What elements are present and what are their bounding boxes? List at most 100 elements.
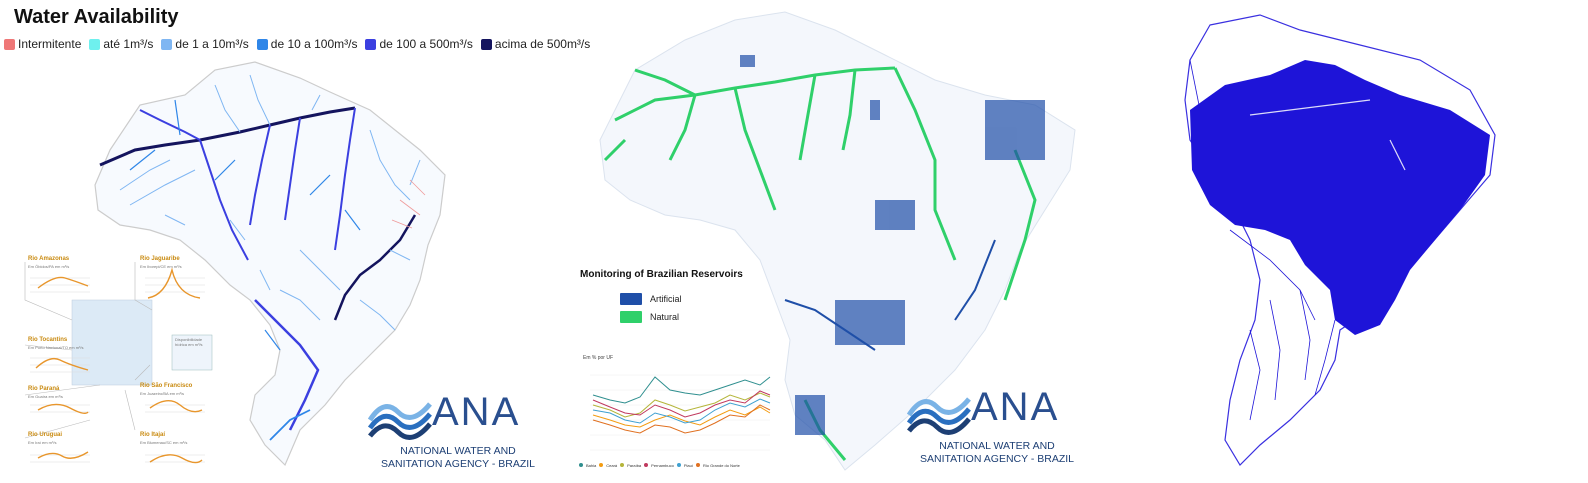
map-title: Water Availability xyxy=(14,6,179,28)
natural-rivers xyxy=(603,66,1037,461)
inset-legend-box xyxy=(171,334,213,371)
legend-swatch xyxy=(256,38,268,50)
series-label: Pernambuco xyxy=(651,463,674,468)
legend-swatch xyxy=(644,463,649,467)
inset-connectors xyxy=(24,262,153,439)
reservoir-map xyxy=(599,11,1076,471)
amazon-gaps xyxy=(1249,99,1406,171)
inset-label: Rio Itajaí xyxy=(140,432,166,438)
ana-subtitle: NATIONAL WATER AND SANITATION AGENCY - BR… xyxy=(368,445,548,471)
legend-label: até 1m³/s xyxy=(103,37,154,51)
ana-line1: NATIONAL WATER AND xyxy=(400,445,516,457)
legend-label: Natural xyxy=(650,312,680,322)
legend-swatch xyxy=(365,38,377,50)
artificial-reservoirs xyxy=(740,55,1045,435)
inset-sublabel: Em Porto Nacional/TO em m³/s xyxy=(28,345,84,350)
series-label: Paraíba xyxy=(627,463,642,468)
river-network-map xyxy=(24,61,446,467)
inset-legend-label: Disponibilidade hídrica em m³/s xyxy=(175,337,203,347)
legend-label: de 10 a 100m³/s xyxy=(270,37,358,51)
flow-legend: Intermitente até 1m³/s de 1 a 10m³/s de … xyxy=(4,37,590,51)
legend-item-100-500: de 100 a 500m³/s xyxy=(365,37,473,51)
inset-label: Rio São Francisco xyxy=(140,383,193,389)
inset-sublabel: Em Juazeiro/BA em m³/s xyxy=(140,391,185,396)
inset-sublabel: Em Blumenau/SC em m³/s xyxy=(140,440,188,445)
drainage-lines xyxy=(1189,59,1336,421)
legend-swatch xyxy=(579,463,583,467)
tributaries xyxy=(119,74,421,331)
south-america-panel xyxy=(1130,0,1588,483)
legend-label: de 100 a 500m³/s xyxy=(379,37,473,51)
water-availability-panel: Water Availability Intermitente até 1m³/… xyxy=(0,0,590,483)
legend-swatch xyxy=(620,463,625,467)
series-label: Bahia xyxy=(586,463,597,468)
brazil-drainage-fill xyxy=(1190,60,1490,335)
tributaries-dark xyxy=(129,99,361,351)
ana-wordmark: ANA xyxy=(432,390,521,434)
uruguay-river xyxy=(269,409,311,441)
artificial-rivers xyxy=(784,239,996,351)
legend-swatch xyxy=(4,38,15,50)
legend-item-artificial: Artificial xyxy=(620,293,682,305)
series-label: Ceará xyxy=(606,463,618,468)
chart-caption: Em % por UF xyxy=(583,355,614,361)
negro-river xyxy=(139,109,201,141)
brazil-outline xyxy=(94,61,446,467)
reservoir-line-chart: Em % por UF Bahia Ceará Paraíba Pernambu… xyxy=(575,355,775,475)
mini-grid xyxy=(590,374,770,451)
inset-label: Rio Jaguaribe xyxy=(140,256,180,262)
inset-charts xyxy=(24,262,213,464)
legend-swatch xyxy=(599,463,604,467)
legend-item-ate-1: até 1m³/s xyxy=(89,37,153,51)
inset-label: Rio Amazonas xyxy=(28,256,70,262)
legend-item-10-100: de 10 a 100m³/s xyxy=(256,37,358,51)
legend-item-intermitente: Intermitente xyxy=(4,37,81,51)
legend-item-natural: Natural xyxy=(620,311,679,323)
mini-series xyxy=(592,376,771,434)
ana-wordmark: ANA xyxy=(971,385,1060,429)
legend-swatch xyxy=(676,463,681,467)
xingu-river xyxy=(284,117,301,221)
mini-chart-svg xyxy=(590,374,771,451)
ana-wave-icon xyxy=(907,397,971,435)
parana-river xyxy=(254,299,320,431)
legend-label: Intermitente xyxy=(18,37,82,51)
ana-line2: SANITATION AGENCY - BRAZIL xyxy=(380,458,536,470)
legend-swatch xyxy=(161,38,173,50)
brazil-outline-2 xyxy=(599,11,1076,471)
ana-subtitle: NATIONAL WATER AND SANITATION AGENCY - BR… xyxy=(907,440,1087,466)
inset-curves xyxy=(35,267,203,464)
mini-chart-legend: Bahia Ceará Paraíba Pernambuco Piauí Rio… xyxy=(579,463,740,468)
inset-label: Rio Tocantins xyxy=(28,337,68,343)
ana-line2: SANITATION AGENCY - BRAZIL xyxy=(919,453,1075,465)
series-label: Piauí xyxy=(683,463,693,468)
sao-francisco-river xyxy=(333,214,417,321)
inset-map-box xyxy=(71,299,153,386)
inset-label: Rio Uruguai xyxy=(28,432,62,438)
legend-swatch xyxy=(695,463,700,467)
south-america-map xyxy=(1184,14,1496,466)
legend-swatch xyxy=(620,311,642,323)
tocantins-river xyxy=(334,107,356,251)
madeira-river xyxy=(199,139,249,261)
ana-wave-icon xyxy=(368,402,432,440)
legend-label: Artificial xyxy=(650,294,682,304)
inset-sublabel: Em Guaíra em m³/s xyxy=(28,394,63,399)
legend-swatch xyxy=(620,293,642,305)
legend-label: acima de 500m³/s xyxy=(494,37,591,51)
legend-item-1-10: de 1 a 10m³/s xyxy=(161,37,249,51)
inset-sublabel: Em Óbidos/PA em m³/s xyxy=(28,264,70,269)
reservoir-title: Monitoring of Brazilian Reservoirs xyxy=(580,269,743,280)
legend-item-500-plus: acima de 500m³/s xyxy=(480,37,591,51)
legend-label: de 1 a 10m³/s xyxy=(175,37,249,51)
ana-line1: NATIONAL WATER AND xyxy=(939,440,1055,452)
inset-sublabel: Em Iraí em m³/s xyxy=(28,440,57,445)
tapajos-river xyxy=(249,124,271,226)
series-label: Rio Grande do Norte xyxy=(702,463,740,468)
reservoirs-panel: Monitoring of Brazilian Reservoirs Artif… xyxy=(575,0,1115,483)
inset-label: Rio Paraná xyxy=(28,386,60,392)
legend-swatch xyxy=(480,38,492,50)
inset-sublabel: Em Iborepi/CE em m³/s xyxy=(140,264,182,269)
ana-logo: ANA NATIONAL WATER AND SANITATION AGENCY … xyxy=(368,390,548,475)
legend-swatch xyxy=(89,38,101,50)
